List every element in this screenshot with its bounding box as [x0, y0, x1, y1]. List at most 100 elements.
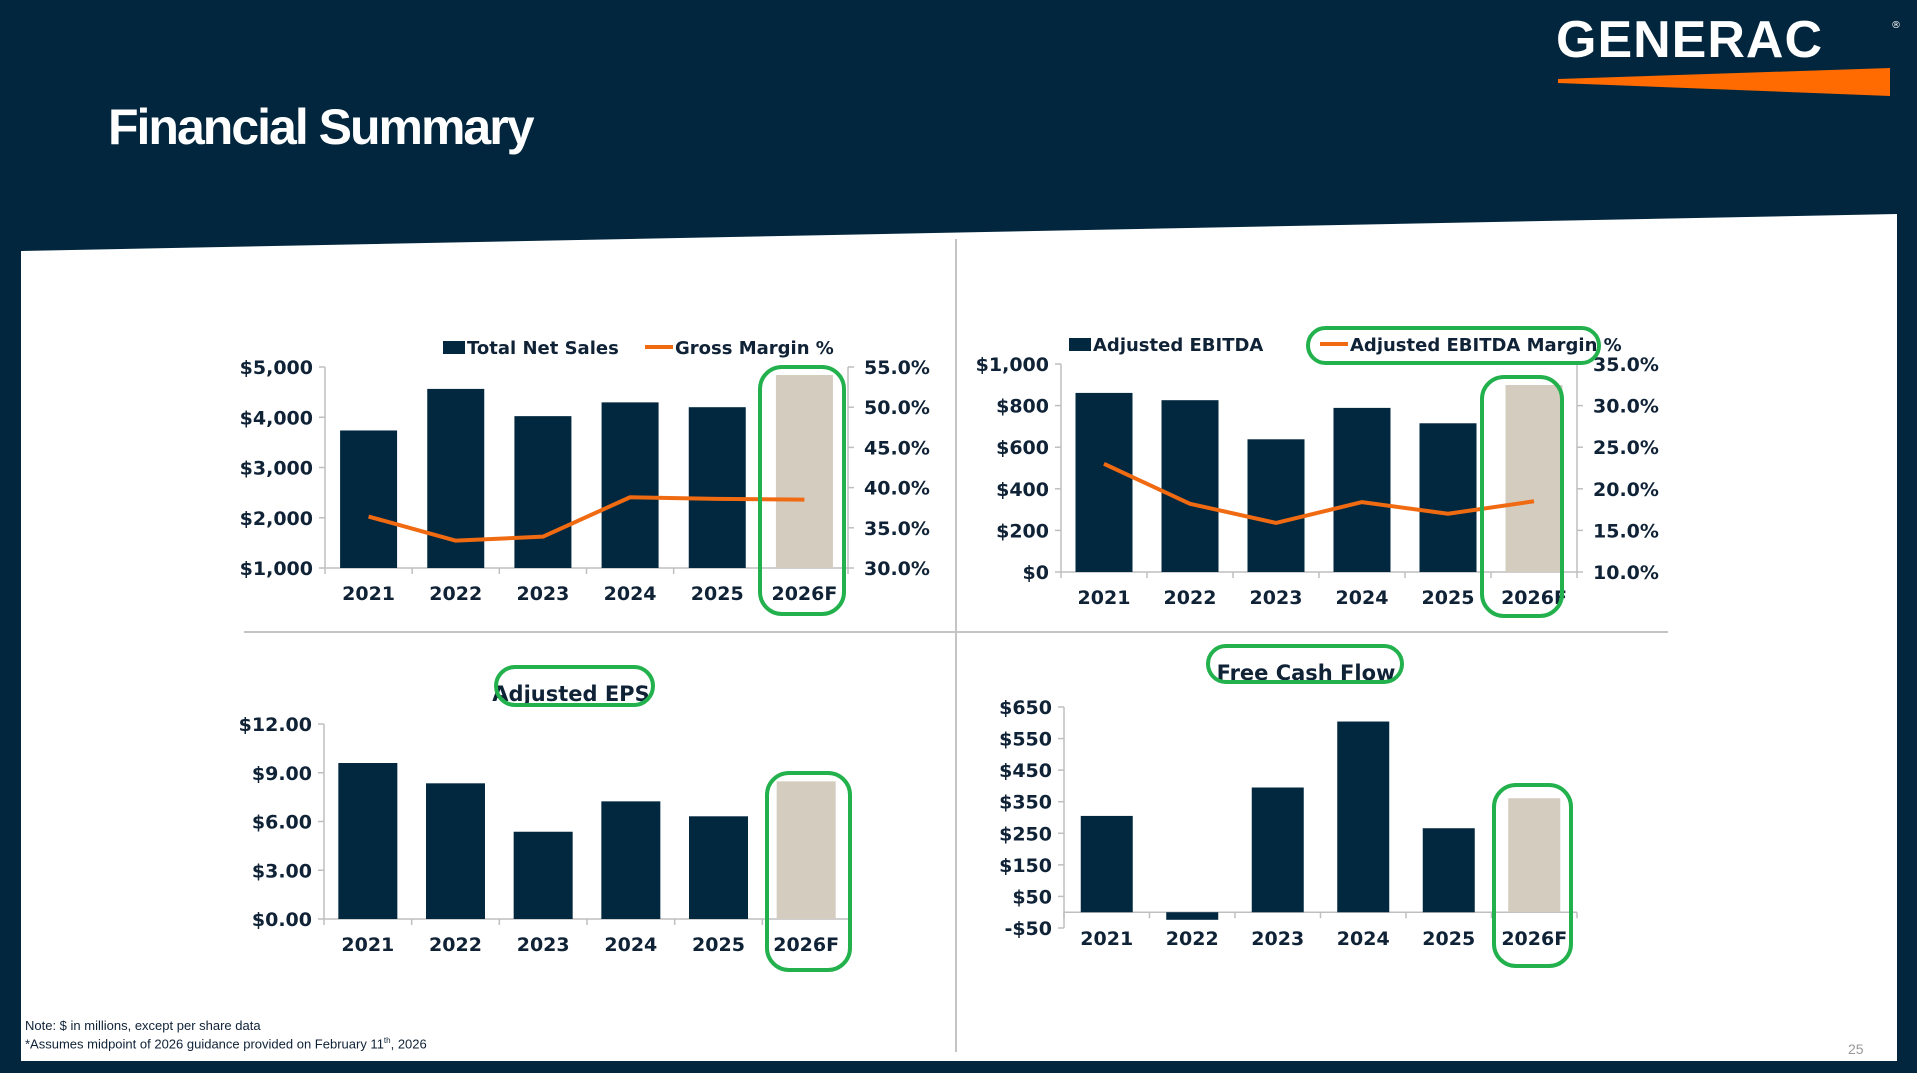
category-label: 2026F — [773, 934, 839, 956]
category-label: 2022 — [429, 934, 482, 956]
left-tick-label: $2,000 — [240, 508, 313, 530]
forecast-bar — [1508, 798, 1561, 913]
right-tick-label: 50.0% — [864, 397, 930, 419]
left-tick-label: $0 — [1023, 562, 1049, 584]
left-tick-label: $250 — [999, 823, 1052, 845]
category-label: 2026F — [1501, 587, 1567, 609]
legend-bar-swatch — [1069, 338, 1091, 351]
left-tick-label: $200 — [996, 520, 1049, 542]
forecast-bar — [1505, 385, 1563, 572]
category-label: 2023 — [1251, 928, 1304, 950]
footnote-guidance-year: , 2026 — [390, 1036, 427, 1052]
highlight-oval — [758, 365, 846, 616]
right-tick-label: 15.0% — [1593, 520, 1659, 542]
category-label: 2024 — [604, 934, 657, 956]
left-tick-label: $3,000 — [240, 458, 313, 480]
category-label: 2024 — [1336, 587, 1389, 609]
left-tick-label: $4,000 — [240, 407, 313, 429]
left-tick-label: -$50 — [1004, 918, 1052, 940]
category-label: 2025 — [692, 934, 745, 956]
registered-mark: ® — [1891, 20, 1901, 31]
right-tick-label: 35.0% — [1593, 354, 1659, 376]
bar — [1251, 787, 1304, 913]
category-label: 2025 — [1422, 587, 1475, 609]
right-tick-label: 30.0% — [864, 558, 930, 580]
legend-line-label: Adjusted EBITDA Margin % — [1350, 335, 1622, 356]
category-label: 2022 — [429, 583, 482, 605]
generac-logo: GENERAC ® — [1556, 14, 1901, 66]
bar — [1419, 423, 1477, 572]
left-tick-label: $650 — [999, 697, 1052, 719]
highlight-oval — [1206, 644, 1404, 684]
legend-bar-swatch — [443, 341, 465, 354]
bar — [1422, 828, 1475, 913]
category-label: 2026F — [771, 583, 837, 605]
left-tick-label: $5,000 — [240, 357, 313, 379]
bar — [1337, 721, 1390, 913]
right-tick-label: 40.0% — [864, 478, 930, 500]
category-label: 2022 — [1164, 587, 1217, 609]
right-tick-label: 35.0% — [864, 518, 930, 540]
left-tick-label: $0.00 — [252, 909, 312, 931]
bar — [426, 783, 485, 919]
left-tick-label: $400 — [996, 479, 1049, 501]
left-tick-label: $600 — [996, 437, 1049, 459]
highlight-oval — [1492, 783, 1573, 968]
legend-bar-label: Total Net Sales — [467, 338, 619, 359]
left-tick-label: $150 — [999, 855, 1052, 877]
legend-bar-label: Adjusted EBITDA — [1093, 335, 1263, 356]
bar — [601, 801, 661, 919]
bar — [1166, 912, 1219, 920]
left-tick-label: $800 — [996, 396, 1049, 418]
highlight-oval — [1480, 375, 1564, 618]
category-label: 2021 — [1080, 928, 1133, 950]
right-tick-label: 45.0% — [864, 437, 930, 459]
left-tick-label: $50 — [1012, 886, 1052, 908]
bar — [1080, 815, 1133, 913]
category-label: 2024 — [1337, 928, 1390, 950]
category-label: 2024 — [604, 583, 657, 605]
left-tick-label: $450 — [999, 760, 1052, 782]
chart-title: Adjusted EPS — [492, 682, 649, 706]
category-label: 2025 — [691, 583, 744, 605]
margin-line — [368, 495, 805, 543]
left-tick-label: $350 — [999, 792, 1052, 814]
bar — [688, 407, 746, 568]
category-label: 2026F — [1501, 928, 1567, 950]
category-label: 2022 — [1166, 928, 1219, 950]
legend-line-label: Gross Margin % — [675, 338, 834, 359]
bar — [1247, 439, 1305, 572]
page-title: Financial Summary — [108, 99, 534, 155]
bar — [1333, 407, 1391, 572]
category-label: 2025 — [1422, 928, 1475, 950]
right-tick-label: 55.0% — [864, 357, 930, 379]
bar — [601, 402, 659, 568]
footnote-guidance-text: *Assumes midpoint of 2026 guidance provi… — [25, 1036, 384, 1052]
footnote-guidance: *Assumes midpoint of 2026 guidance provi… — [25, 1036, 427, 1051]
right-tick-label: 20.0% — [1593, 479, 1659, 501]
left-tick-label: $6.00 — [252, 812, 312, 834]
bar — [338, 763, 398, 919]
forecast-bar — [775, 375, 833, 568]
category-label: 2021 — [342, 583, 395, 605]
right-tick-label: 10.0% — [1593, 562, 1659, 584]
right-tick-label: 25.0% — [1593, 437, 1659, 459]
footnote-superscript: th — [383, 1036, 391, 1045]
footnote-units: Note: $ in millions, except per share da… — [25, 1018, 261, 1033]
category-label: 2021 — [341, 934, 394, 956]
left-tick-label: $3.00 — [252, 860, 312, 882]
category-label: 2021 — [1078, 587, 1131, 609]
category-label: 2023 — [517, 934, 570, 956]
right-tick-label: 30.0% — [1593, 396, 1659, 418]
margin-line — [1103, 462, 1535, 525]
left-tick-label: $1,000 — [240, 558, 313, 580]
left-tick-label: $1,000 — [976, 354, 1049, 376]
left-tick-label: $9.00 — [252, 763, 312, 785]
bar — [513, 831, 573, 919]
logo-swoosh — [1558, 68, 1890, 96]
bar — [1161, 400, 1219, 572]
highlight-oval — [765, 771, 852, 972]
bar — [340, 430, 398, 568]
bar — [689, 816, 748, 919]
